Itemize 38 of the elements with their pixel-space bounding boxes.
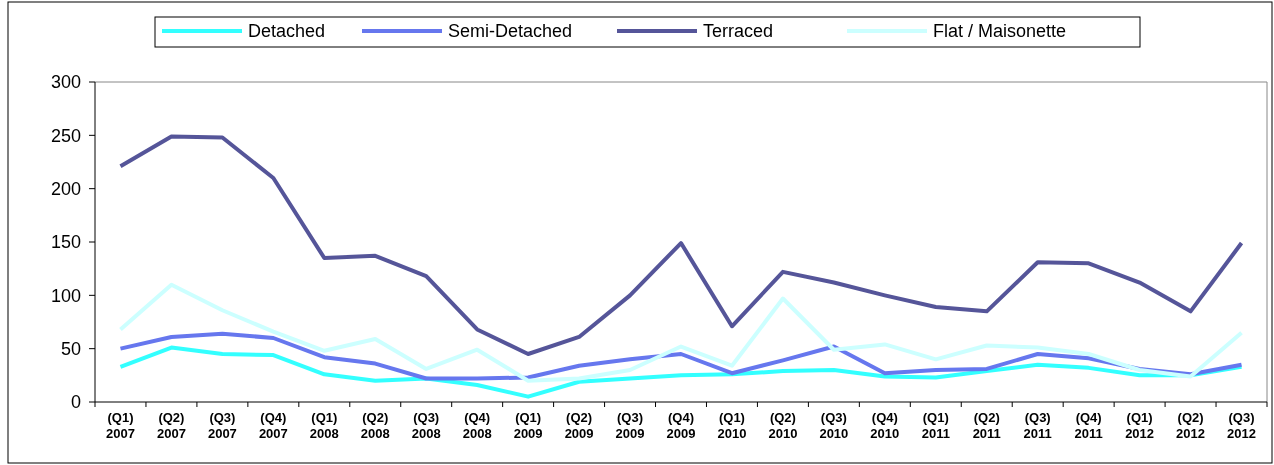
x-tick-label: (Q2) 2012 [1176,410,1206,441]
legend-label: Flat / Maisonette [933,21,1067,42]
line-series [118,282,1244,383]
y-tick-label: 100 [50,285,81,306]
x-tick-label: (Q4) 2007 [258,410,288,441]
x-tick-label: (Q2) 2008 [360,410,390,441]
x-tick-label: (Q2) 2010 [768,410,798,441]
legend-label: Detached [248,21,326,42]
x-tick-label: (Q1) 2008 [309,410,339,441]
line-series [118,134,1244,356]
x-tick-label: (Q3) 2008 [411,410,441,441]
legend-label: Terraced [703,21,774,42]
x-tick-label: (Q1) 2010 [717,410,747,441]
x-tick-label: (Q3) 2011 [1023,410,1052,441]
x-tick-label: (Q2) 2009 [564,410,594,441]
line-series [118,331,1244,381]
y-tick-label: 150 [50,232,81,253]
x-tick-label: (Q4) 2009 [666,410,696,441]
y-tick-label: 200 [50,178,81,199]
x-tick-label: (Q3) 2010 [819,410,849,441]
y-tick-label: 250 [50,125,81,146]
x-tick-label: (Q4) 2011 [1074,410,1103,441]
legend-label: Semi-Detached [448,21,573,42]
y-tick-label: 0 [70,392,81,413]
y-tick-label: 50 [60,338,81,359]
x-tick-label: (Q1) 2011 [921,410,950,441]
line-series [118,345,1244,399]
x-tick-label: (Q4) 2010 [870,410,900,441]
x-tick-label: (Q4) 2008 [462,410,492,441]
x-tick-label: (Q1) 2009 [513,410,543,441]
x-tick-label: (Q1) 2012 [1125,410,1155,441]
x-tick-label: (Q3) 2009 [615,410,645,441]
x-tick-label: (Q2) 2007 [156,410,186,441]
x-tick-label: (Q2) 2011 [972,410,1001,441]
y-tick-label: 300 [50,72,81,93]
x-tick-label: (Q1) 2007 [106,410,135,441]
x-tick-label: (Q3) 2007 [207,410,237,441]
x-tick-label: (Q3) 2012 [1227,410,1256,441]
